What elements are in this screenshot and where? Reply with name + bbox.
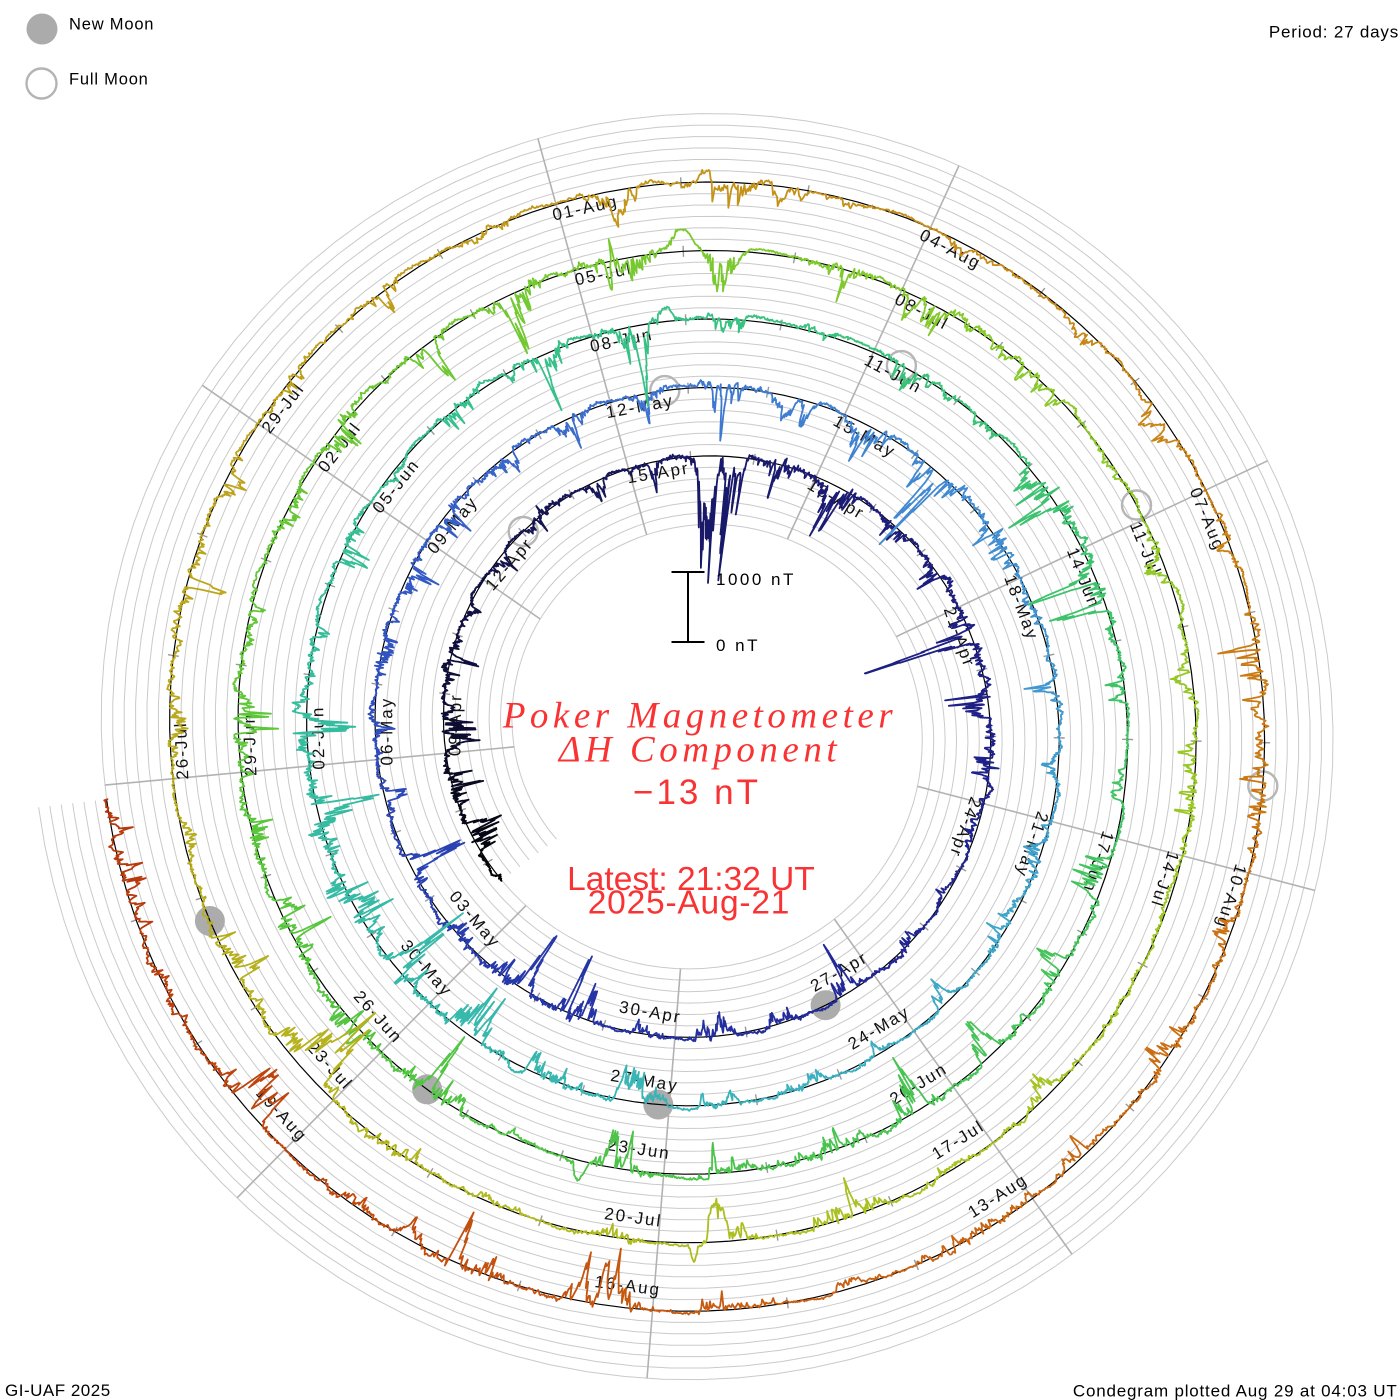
svg-text:Full Moon: Full Moon — [69, 71, 149, 89]
svg-text:New Moon: New Moon — [69, 16, 154, 34]
svg-text:ΔH Component: ΔH Component — [557, 730, 841, 771]
svg-text:GI-UAF 2025: GI-UAF 2025 — [5, 1381, 111, 1400]
svg-text:−13 nT: −13 nT — [633, 773, 761, 812]
svg-text:Latest: 21:32 UT: Latest: 21:32 UT — [567, 861, 815, 898]
svg-text:2025-Aug-21: 2025-Aug-21 — [588, 885, 791, 922]
svg-text:06-May: 06-May — [377, 697, 396, 766]
svg-text:Poker Magnetometer: Poker Magnetometer — [502, 696, 897, 737]
svg-text:1000 nT: 1000 nT — [716, 570, 796, 589]
svg-text:0 nT: 0 nT — [716, 636, 760, 655]
svg-text:Condegram plotted Aug 29 at 04: Condegram plotted Aug 29 at 04:03 UT — [1073, 1382, 1398, 1400]
svg-text:Period: 27 days: Period: 27 days — [1269, 23, 1399, 42]
